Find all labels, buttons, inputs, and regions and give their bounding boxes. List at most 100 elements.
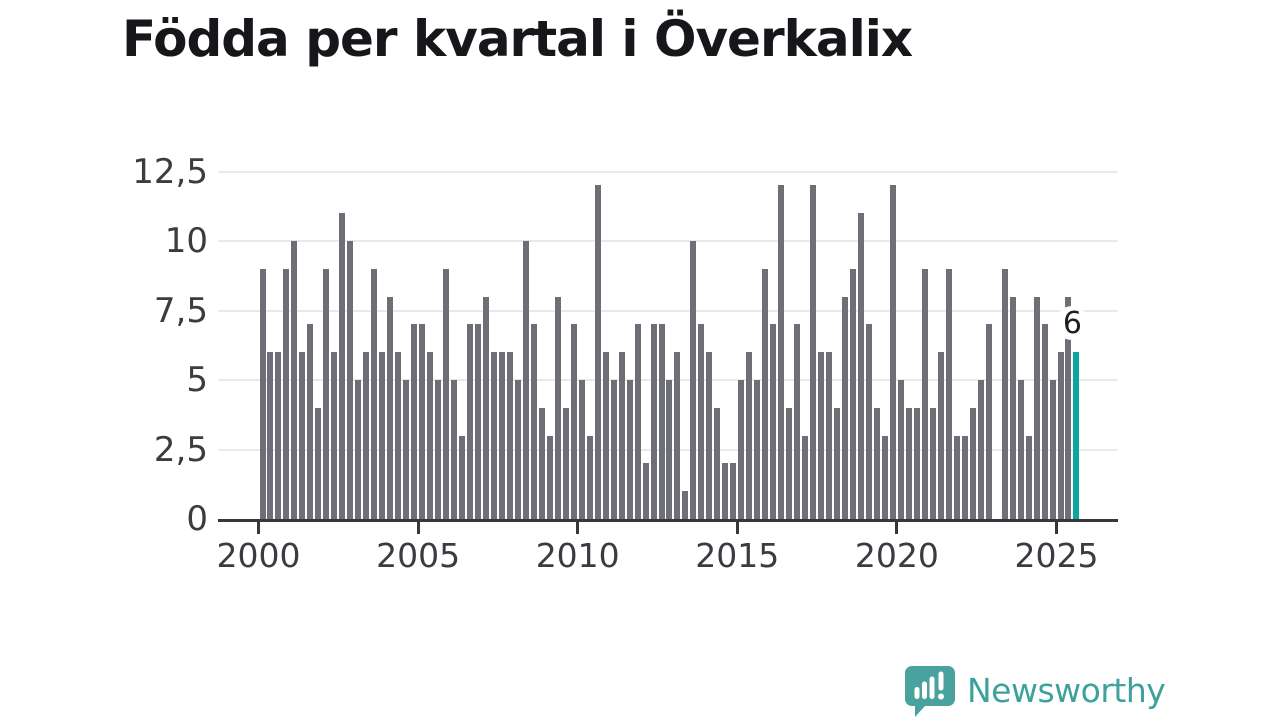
bar [283,268,290,519]
bar [490,352,497,519]
bar [794,324,801,519]
bar [1025,435,1032,519]
bar [913,407,920,519]
bar [403,380,410,519]
bar [690,241,697,519]
y-tick-label: 10 [164,221,208,261]
bar [730,463,737,519]
x-tick-label: 2000 [216,536,301,575]
x-axis-tick [895,522,899,534]
bar [1033,296,1040,519]
bar [554,296,561,519]
bar [482,296,489,519]
bar [267,352,274,519]
bar [275,352,282,519]
bar [1041,324,1048,519]
bar [419,324,426,519]
bar [379,352,386,519]
bar [674,352,681,519]
bar [562,407,569,519]
bar [451,380,458,519]
bar [746,352,753,519]
bar [323,268,330,519]
bar [411,324,418,519]
bar [546,435,553,519]
bar [953,435,960,519]
bar [842,296,849,519]
bar [427,352,434,519]
bar [530,324,537,519]
x-tick-label: 2020 [854,536,939,575]
bar [921,268,928,519]
annotation-bubble: 6 [1055,305,1090,341]
bar [834,407,841,519]
bar [658,324,665,519]
bar [961,435,968,519]
bar [1057,352,1064,519]
bar [722,463,729,519]
bar [363,352,370,519]
bar [786,407,793,519]
bar [642,463,649,519]
bar [929,407,936,519]
bar [331,352,338,519]
bar [387,296,394,519]
bar [602,352,609,519]
bar [626,380,633,519]
bar [474,324,481,519]
x-axis-line [218,519,1118,522]
bar [443,268,450,519]
x-tick-label: 2015 [695,536,780,575]
bar [466,324,473,519]
bar [618,352,625,519]
bar [1001,268,1008,519]
bar [897,380,904,519]
bar [802,435,809,519]
y-tick-label: 7,5 [153,290,208,331]
bar [435,380,442,519]
bar [570,324,577,519]
newsworthy-logo-icon [905,666,955,717]
bar [586,435,593,519]
bar [459,435,465,519]
bar [514,380,521,519]
bar [977,380,984,519]
annotation-label: 6 [1062,305,1082,341]
bar [858,213,864,519]
x-axis-tick [576,522,580,534]
bar [818,352,825,519]
x-axis-tick [416,522,420,534]
bar [650,324,657,519]
bar [714,407,721,519]
bar [371,268,378,519]
gridline [218,170,1118,173]
bar [594,185,601,519]
gridline [218,240,1118,242]
bar [873,407,880,519]
bar [299,352,306,519]
x-tick-label: 2025 [1014,536,1099,575]
brand-footer: Newsworthy [903,664,1166,718]
bar [355,380,362,519]
bar [706,352,713,519]
bar [506,352,513,519]
bar [770,324,777,519]
bar [307,324,314,519]
bar [778,185,785,519]
bar [291,241,298,519]
bar [905,407,912,519]
y-tick-label: 12,5 [132,151,208,192]
bar [634,324,641,519]
bar [826,352,833,519]
bar [259,268,266,519]
bar [522,241,529,519]
bar [865,324,872,519]
bar [347,241,354,519]
bar [315,407,322,519]
x-axis-tick [735,522,739,534]
bar [889,185,896,519]
bar [945,268,952,519]
bar [1009,296,1016,519]
bar [610,380,617,519]
